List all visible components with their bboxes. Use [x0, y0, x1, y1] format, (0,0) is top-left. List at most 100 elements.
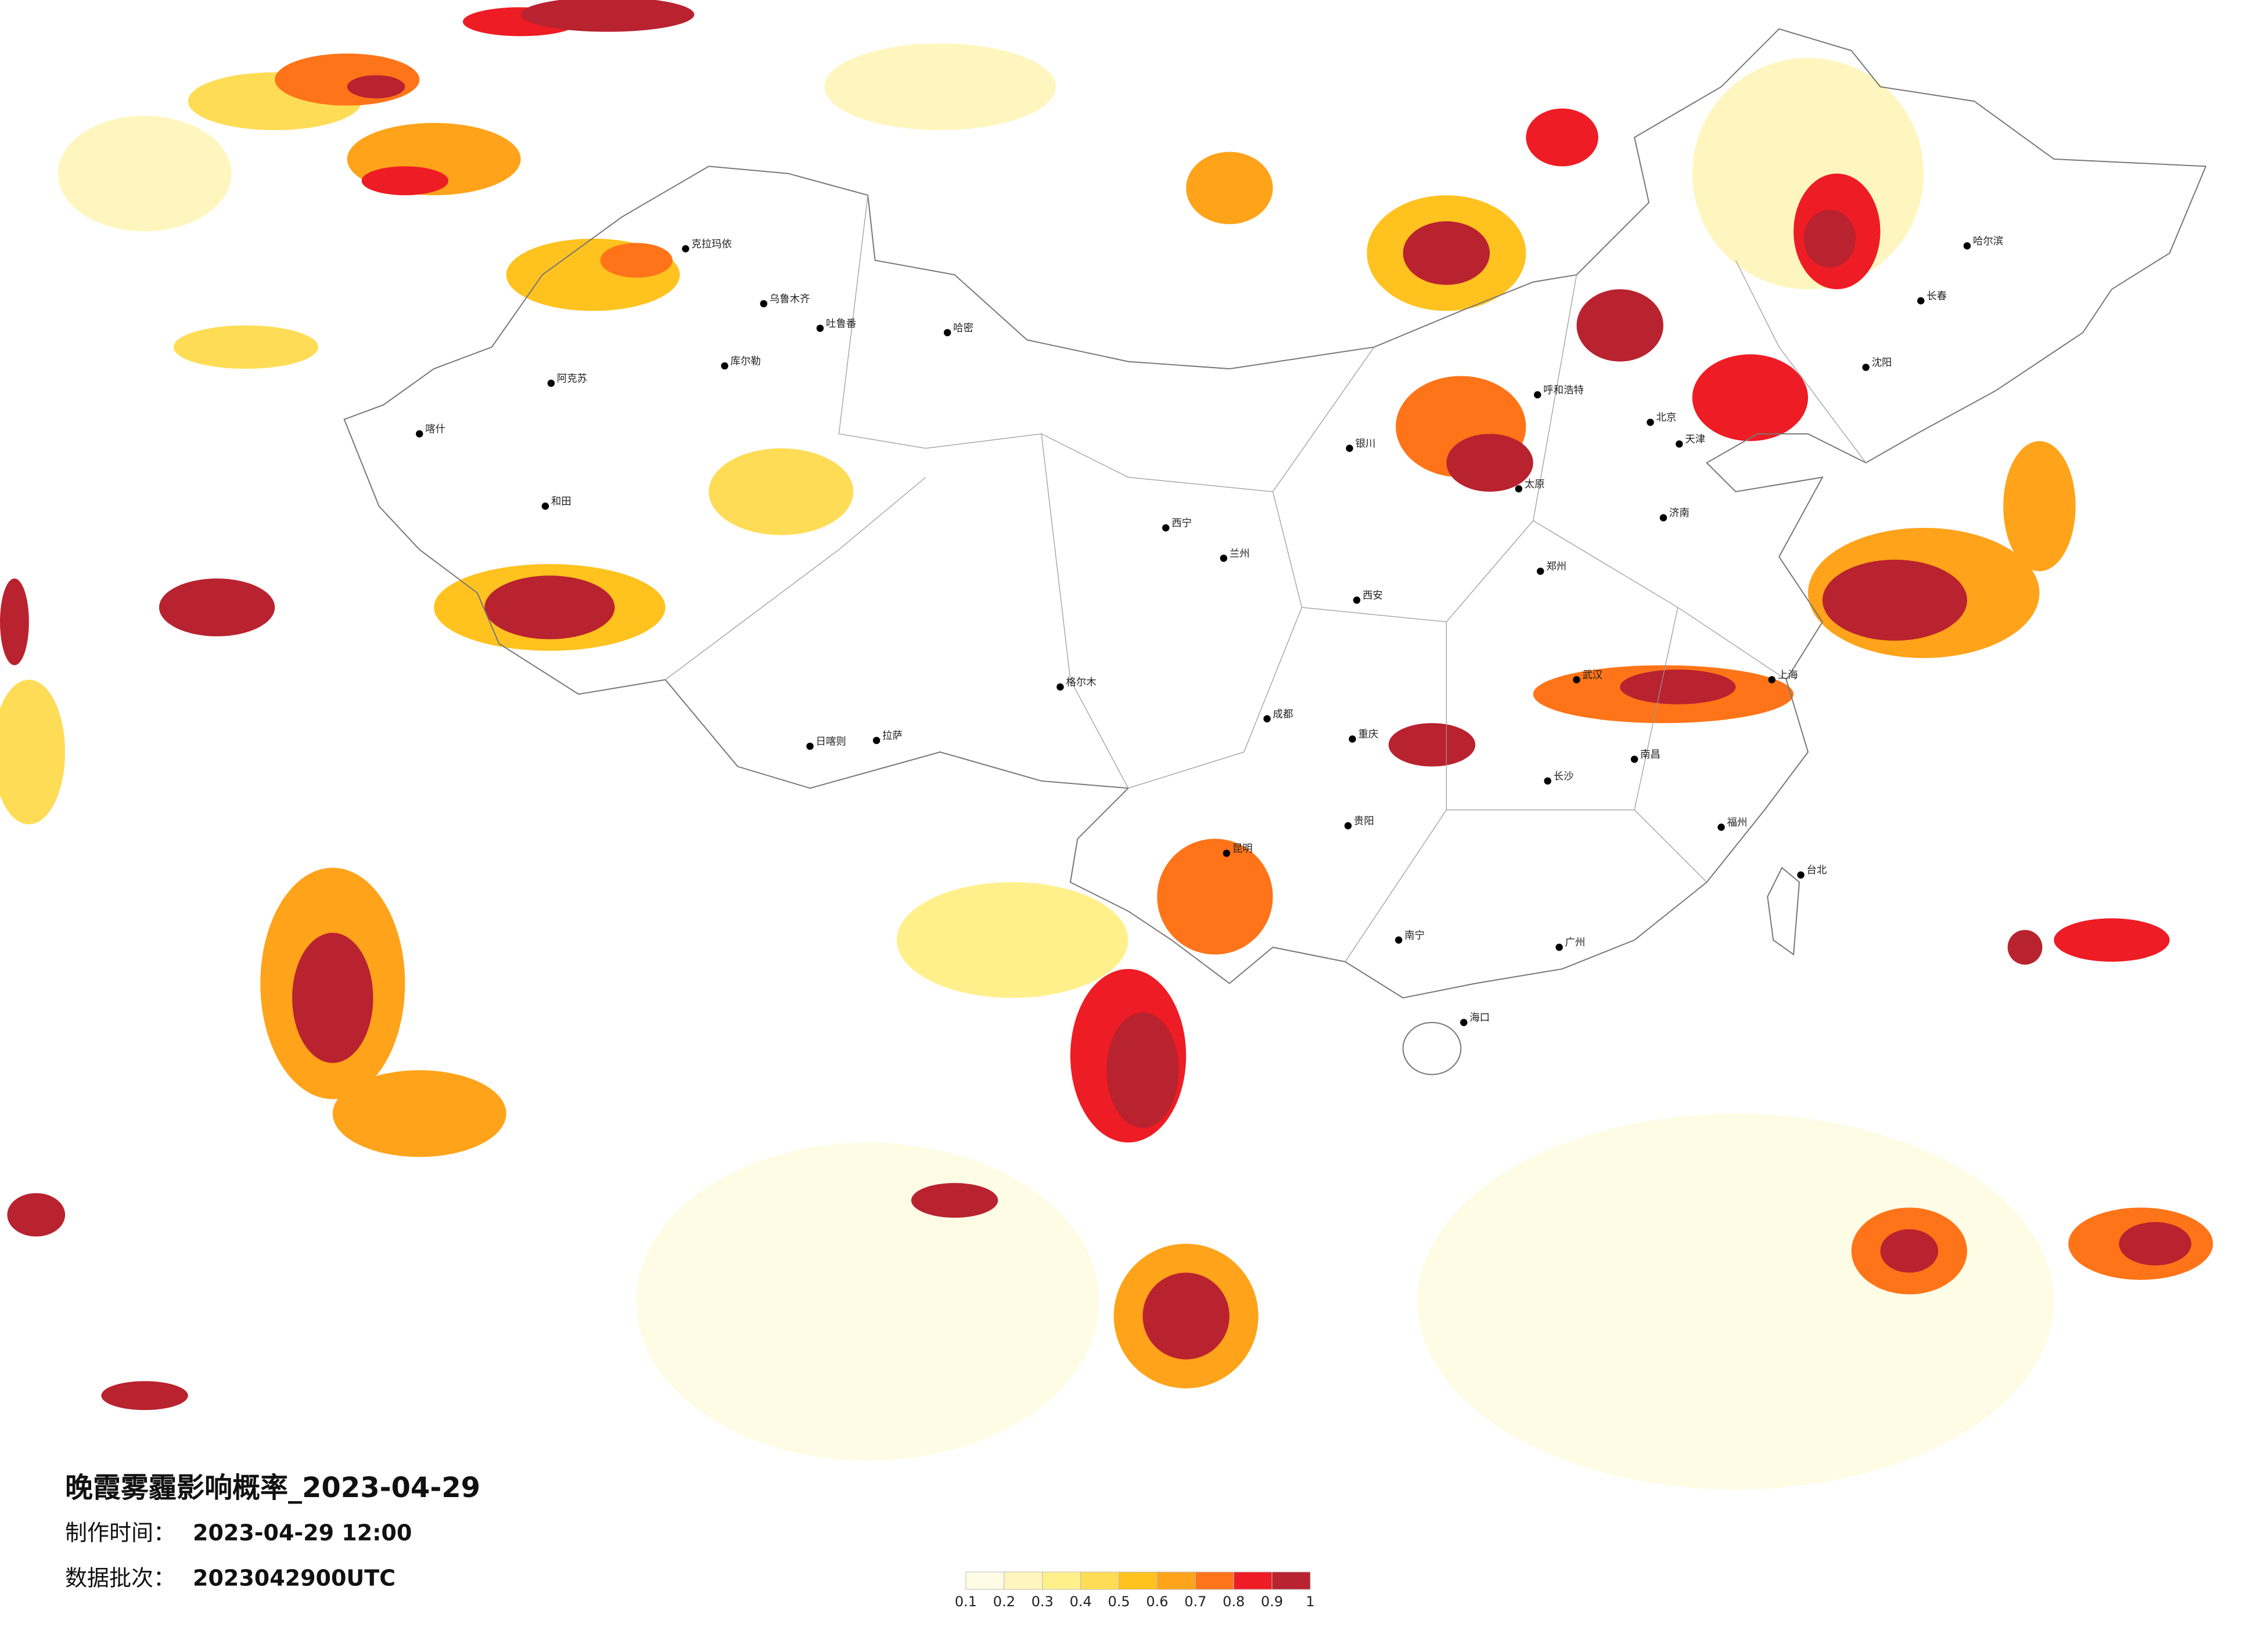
- city-label: 兰州: [1230, 548, 1250, 560]
- city-label: 武汉: [1582, 670, 1602, 681]
- haze-area: [1157, 839, 1273, 955]
- haze-area: [1142, 1272, 1230, 1359]
- city-label: 南宁: [1404, 930, 1425, 941]
- haze-area: [0, 679, 66, 825]
- city-label: 济南: [1669, 508, 1690, 519]
- city-label: 北京: [1656, 412, 1677, 424]
- haze-area: [1403, 221, 1490, 285]
- haze-area: [484, 575, 615, 639]
- haze-area: [2007, 930, 2043, 965]
- city-dot: [1797, 871, 1805, 879]
- info-label: 数据批次：: [65, 1566, 175, 1591]
- haze-area: [1446, 434, 1533, 492]
- city-label: 福州: [1727, 817, 1748, 829]
- city-dot: [872, 736, 880, 744]
- city-dot: [806, 742, 814, 750]
- haze-area: [1186, 152, 1273, 225]
- city-label: 乌鲁木齐: [770, 294, 810, 305]
- city-label: 贵阳: [1354, 816, 1374, 828]
- colorbar-tick-label: 0.3: [1031, 1593, 1054, 1610]
- haze-area: [101, 1381, 188, 1411]
- city-dot: [760, 300, 768, 308]
- province-borders: [665, 195, 1867, 962]
- city-dot: [1862, 364, 1870, 371]
- city-label: 重庆: [1358, 729, 1378, 740]
- haze-area: [1576, 289, 1663, 362]
- city-dot: [1676, 440, 1683, 448]
- city-dot: [1537, 567, 1544, 575]
- haze-area: [347, 75, 405, 99]
- city-label: 阿克苏: [557, 373, 587, 384]
- colorbar-tick-label: 0.8: [1223, 1593, 1245, 1610]
- colorbar-tick-label: 1: [1306, 1593, 1314, 1610]
- city-label: 吐鲁番: [826, 318, 856, 330]
- haze-area: [292, 933, 373, 1063]
- city-dot: [1394, 936, 1403, 944]
- city-dot: [1647, 418, 1654, 426]
- colorbar: 0.1 0.2 0.3 0.4 0.5 0.6 0.7 0.8 0.9 1: [955, 1571, 1315, 1610]
- city-label: 太原: [1525, 479, 1545, 490]
- city-label: 西安: [1363, 590, 1383, 602]
- city-dot: [816, 325, 824, 332]
- haze-area: [159, 578, 275, 636]
- haze-area: [1620, 670, 1736, 704]
- colorbar-segment: [1156, 1571, 1196, 1590]
- haze-area: [897, 882, 1128, 998]
- haze-area: [0, 578, 29, 665]
- city-label: 广州: [1565, 937, 1586, 949]
- city-dot: [1717, 823, 1725, 831]
- haze-layer: [0, 0, 2213, 1490]
- city-dot: [1659, 514, 1667, 521]
- info-value: 2023042900UTC: [193, 1566, 396, 1591]
- city-dot: [943, 329, 951, 337]
- city-dot: [1344, 822, 1352, 830]
- haze-area: [2003, 441, 2076, 571]
- city-dot: [1223, 850, 1231, 857]
- info-value: 2023-04-29 12:00: [193, 1520, 412, 1546]
- city-label: 格尔木: [1066, 677, 1096, 688]
- city-label: 哈尔滨: [1973, 236, 2003, 247]
- colorbar-segment: [1233, 1571, 1273, 1590]
- city-dot: [1544, 777, 1551, 785]
- city-dot: [547, 379, 555, 387]
- city-label: 库尔勒: [731, 356, 761, 368]
- colorbar-segment: [1080, 1571, 1120, 1590]
- haze-area: [7, 1193, 66, 1237]
- city-label: 长沙: [1554, 771, 1574, 782]
- city-label: 长春: [1926, 291, 1947, 303]
- city-label: 克拉玛依: [691, 239, 732, 250]
- city-label: 南昌: [1640, 749, 1660, 761]
- city-dot: [541, 502, 549, 510]
- haze-area: [361, 166, 449, 196]
- city-dot: [1555, 943, 1563, 951]
- info-label: 制作时间：: [65, 1520, 175, 1546]
- city-dot: [1917, 297, 1925, 305]
- haze-area: [57, 116, 232, 232]
- haze-area: [332, 1070, 506, 1157]
- colorbar-segment: [1271, 1571, 1311, 1590]
- city-dot: [1263, 715, 1271, 722]
- colorbar-tick-label: 0.5: [1108, 1593, 1130, 1610]
- colorbar-tick-label: 0.6: [1146, 1593, 1168, 1610]
- city-label: 海口: [1469, 1012, 1490, 1024]
- haze-area: [1880, 1229, 1939, 1273]
- city-dot: [682, 245, 689, 253]
- city-label: 拉萨: [882, 731, 903, 742]
- city-dot: [1056, 683, 1064, 691]
- colorbar-tick-label: 0.4: [1070, 1593, 1092, 1610]
- city-dot: [1220, 555, 1228, 562]
- city-dot: [1963, 242, 1971, 250]
- colorbar-tick-label: 0.7: [1184, 1593, 1206, 1610]
- haze-area: [520, 0, 695, 32]
- haze-area: [600, 243, 673, 278]
- city-label: 西宁: [1171, 518, 1192, 530]
- city-dot: [1460, 1019, 1468, 1026]
- haze-area: [2054, 918, 2170, 962]
- city-label: 和田: [551, 496, 572, 508]
- city-dot: [1534, 391, 1541, 399]
- colorbar-segment: [1119, 1571, 1158, 1590]
- city-label: 成都: [1273, 708, 1293, 720]
